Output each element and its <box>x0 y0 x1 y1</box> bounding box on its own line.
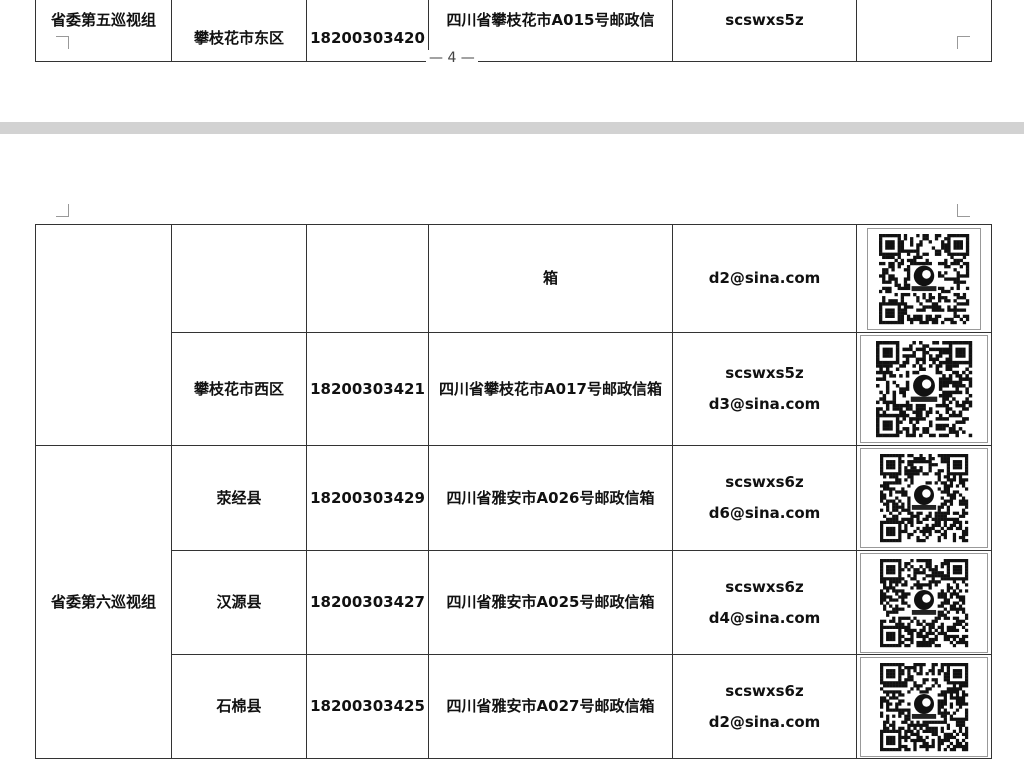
table-row: 石棉县 18200303425 四川省雅安市A027号邮政信箱 scswxs6z… <box>36 654 992 759</box>
area-cell: 石棉县 <box>171 654 307 759</box>
email-line: scswxs6z <box>725 577 804 596</box>
qr-cell <box>856 332 992 446</box>
mailbox-cell: 四川省雅安市A025号邮政信箱 <box>428 550 673 655</box>
table-row: 省委第五巡视组 攀枝花市东区 18200303420 四川省攀枝花市A015号邮… <box>35 0 992 62</box>
margin-corner-mark <box>957 36 970 49</box>
email-line: scswxs5z <box>725 364 804 382</box>
qr-code-icon <box>867 227 981 330</box>
email-line: d3@sina.com <box>708 395 821 413</box>
area-cell: 汉源县 <box>171 550 307 655</box>
qr-cell <box>856 0 992 62</box>
phone-cell: 18200303421 <box>306 332 429 446</box>
margin-corner-mark <box>957 204 970 217</box>
group-cell <box>35 224 172 446</box>
page-5: 箱 d2@sina.com 攀枝花市西区 18200303421 四川省攀枝花市… <box>0 134 1024 766</box>
email-cell: scswxs5z d3@sina.com <box>672 332 857 446</box>
group-cell: 省委第六巡视组 <box>35 445 172 759</box>
email-cell: d2@sina.com <box>672 224 857 333</box>
phone-cell <box>306 224 429 333</box>
qr-cell <box>856 224 992 333</box>
group-cell: 省委第五巡视组 <box>35 0 172 62</box>
area-cell <box>171 224 307 333</box>
email-line: d4@sina.com <box>708 608 821 627</box>
phone-cell: 18200303420 <box>306 0 429 62</box>
email-line: scswxs6z <box>725 473 804 491</box>
top-table: 省委第五巡视组 攀枝花市东区 18200303420 四川省攀枝花市A015号邮… <box>35 0 992 62</box>
area-cell: 攀枝花市西区 <box>171 332 307 446</box>
qr-code-icon <box>860 335 988 443</box>
table-row: 攀枝花市西区 18200303421 四川省攀枝花市A017号邮政信箱 scsw… <box>36 332 992 446</box>
table-row: 汉源县 18200303427 四川省雅安市A025号邮政信箱 scswxs6z… <box>36 550 992 655</box>
email-line: d2@sina.com <box>708 712 821 731</box>
mailbox-cell: 四川省雅安市A026号邮政信箱 <box>428 445 673 551</box>
email-line: d2@sina.com <box>708 269 821 287</box>
mailbox-cell: 四川省攀枝花市A017号邮政信箱 <box>428 332 673 446</box>
email-cell: scswxs6z d6@sina.com <box>672 445 857 551</box>
margin-corner-mark <box>56 204 69 217</box>
qr-code-icon <box>860 448 988 548</box>
qr-cell <box>856 550 992 655</box>
phone-cell: 18200303429 <box>306 445 429 551</box>
page-number: — 4 — <box>426 50 478 66</box>
mailbox-cell: 箱 <box>428 224 673 333</box>
email-cell: scswxs6z d2@sina.com <box>672 654 857 759</box>
email-cell: scswxs5z <box>672 0 857 62</box>
phone-cell: 18200303427 <box>306 550 429 655</box>
area-cell: 荥经县 <box>171 445 307 551</box>
qr-code-icon <box>860 656 988 757</box>
qr-cell <box>856 445 992 551</box>
margin-corner-mark <box>56 36 69 49</box>
mailbox-cell: 四川省雅安市A027号邮政信箱 <box>428 654 673 759</box>
page-separator <box>0 122 1024 134</box>
email-cell: scswxs6z d4@sina.com <box>672 550 857 655</box>
qr-code-icon <box>860 552 988 653</box>
email-line: scswxs6z <box>725 681 804 700</box>
bottom-table: 箱 d2@sina.com 攀枝花市西区 18200303421 四川省攀枝花市… <box>35 224 992 759</box>
page-4: 省委第五巡视组 攀枝花市东区 18200303420 四川省攀枝花市A015号邮… <box>0 0 1024 122</box>
qr-cell <box>856 654 992 759</box>
table-row: 省委第六巡视组 荥经县 18200303429 四川省雅安市A026号邮政信箱 … <box>35 445 992 759</box>
area-cell: 攀枝花市东区 <box>171 0 307 62</box>
table-row: 箱 d2@sina.com <box>35 224 992 446</box>
phone-cell: 18200303425 <box>306 654 429 759</box>
email-line: d6@sina.com <box>708 504 821 522</box>
